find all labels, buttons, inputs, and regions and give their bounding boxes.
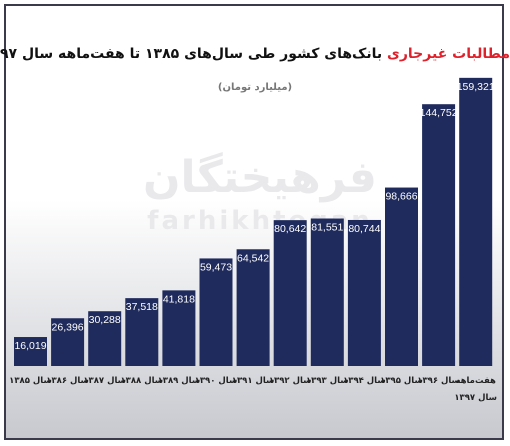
bar-12 <box>459 77 493 367</box>
bar-5 <box>199 258 233 366</box>
value-label-7: 80,642 <box>274 223 306 235</box>
x-tick-label-10: سال ۱۳۹۵ <box>380 376 423 386</box>
value-label-4: 41,818 <box>163 293 195 305</box>
bar-8 <box>310 218 344 366</box>
x-tick-label-5: سال ۱۳۹۰ <box>195 376 238 386</box>
value-label-10: 98,666 <box>385 191 417 203</box>
bar-4 <box>162 290 196 366</box>
chart-title: مطالبات غیرجاری بانک‌های کشور طی سال‌های… <box>0 46 510 62</box>
x-tick-label-0: سال ۱۳۸۵ <box>9 376 52 386</box>
x-tick-label-11: سال ۱۳۹۶ <box>417 376 460 386</box>
bar-0 <box>14 337 47 366</box>
value-label-0: 16,019 <box>14 340 46 352</box>
x-tick-label-1: سال ۱۳۸۶ <box>46 376 89 386</box>
title-rest: بانک‌های کشور طی سال‌های ۱۳۸۵ تا هفت‌ماه… <box>0 46 383 62</box>
value-label-3: 37,518 <box>126 301 158 313</box>
x-tick-label-3: سال ۱۳۸۸ <box>120 376 163 386</box>
bar-6 <box>236 249 270 366</box>
bar-7 <box>273 220 307 366</box>
x-tick-label-6: سال ۱۳۹۱ <box>232 376 275 386</box>
x-tick-label-8: سال ۱۳۹۳ <box>306 376 349 386</box>
value-label-1: 26,396 <box>52 321 84 333</box>
value-label-9: 80,744 <box>348 223 380 235</box>
x-tick-label-9: سال ۱۳۹۴ <box>343 376 386 386</box>
value-label-5: 59,473 <box>200 261 232 273</box>
bar-9 <box>347 219 381 366</box>
bar-1 <box>51 318 85 366</box>
x-tick-label-4: سال ۱۳۸۹ <box>158 376 201 386</box>
value-label-2: 30,288 <box>89 314 121 326</box>
value-label-11: 144,752 <box>420 107 458 119</box>
bar-10 <box>385 187 418 366</box>
value-label-12: 159,321 <box>457 81 495 93</box>
value-label-8: 81,551 <box>311 222 343 234</box>
chart-frame <box>4 4 504 440</box>
bar-11 <box>422 104 456 366</box>
x-tick-label-12-1: سال ۱۳۹۷ <box>454 393 497 403</box>
x-tick-label-7: سال ۱۳۹۲ <box>269 376 312 386</box>
bar-2 <box>88 311 122 366</box>
x-tick-label-12-0: هفت‌ماهه <box>455 376 496 386</box>
chart-subtitle: (میلیارد تومان) <box>217 82 293 93</box>
value-label-6: 64,542 <box>237 252 269 264</box>
title-highlight: مطالبات غیرجاری <box>387 46 510 62</box>
bar-3 <box>125 298 159 366</box>
x-tick-label-2: سال ۱۳۸۷ <box>83 376 126 386</box>
